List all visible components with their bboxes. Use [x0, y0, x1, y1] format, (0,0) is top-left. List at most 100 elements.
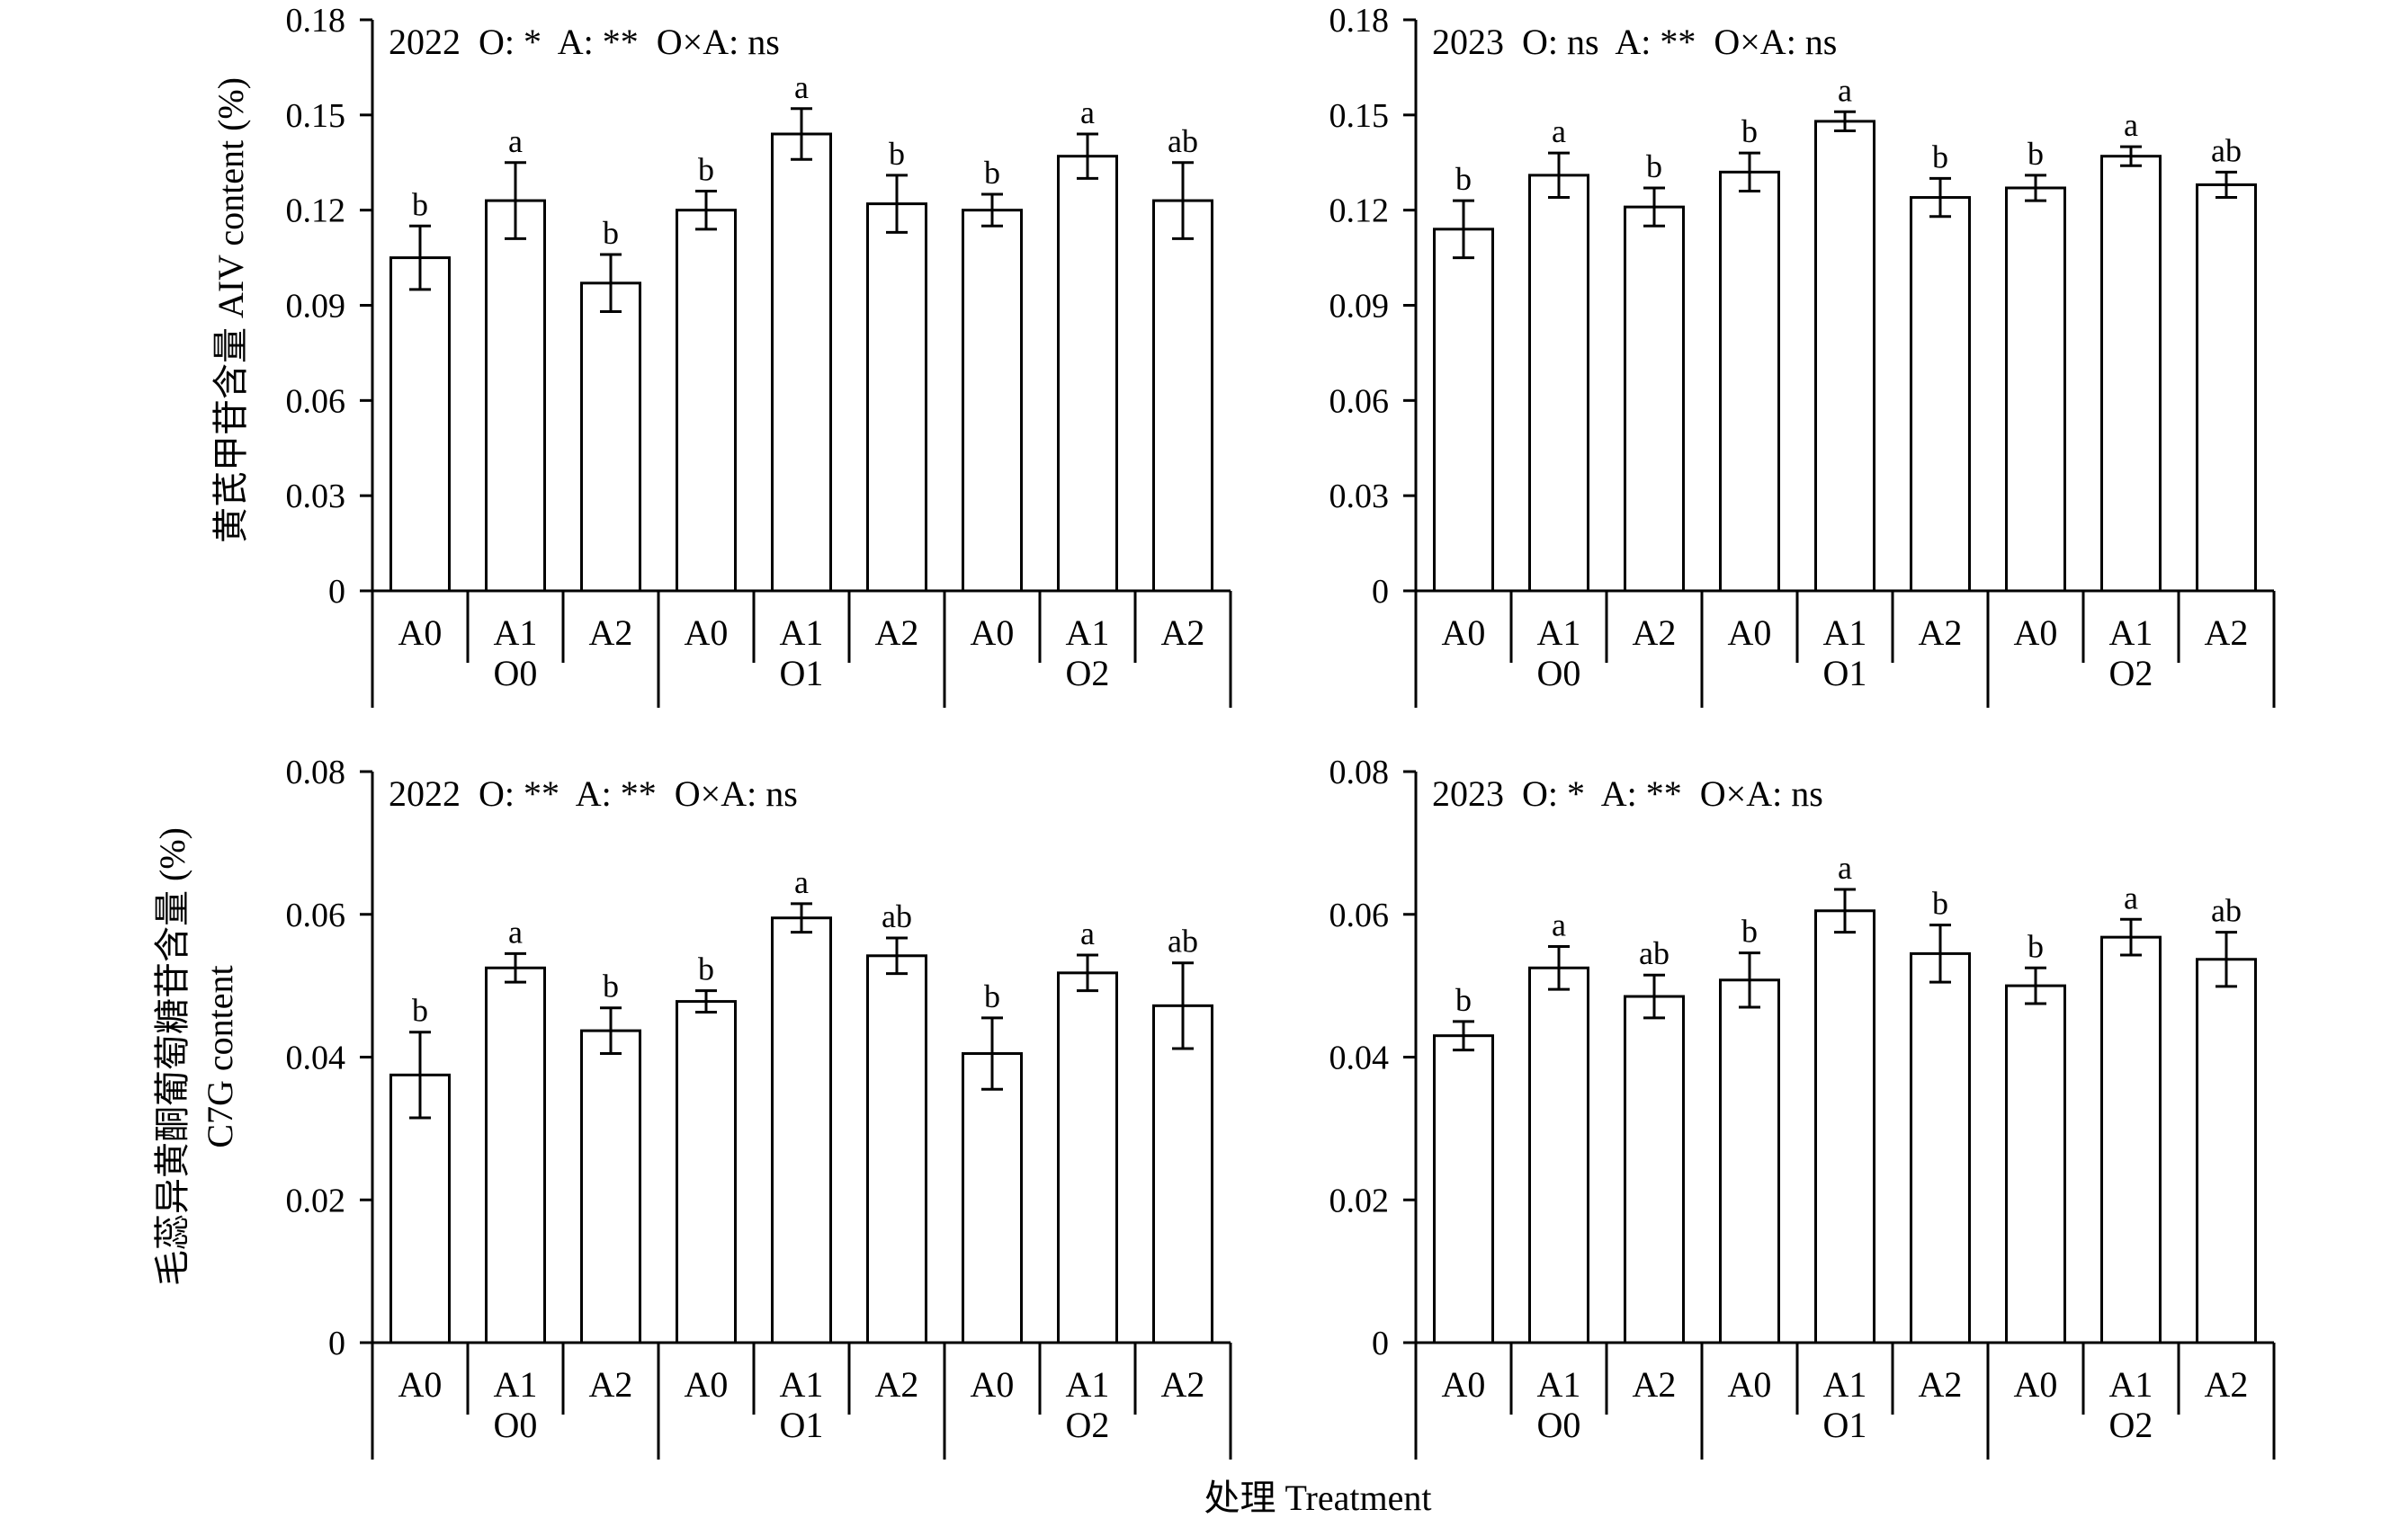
significance-letter: a [794, 864, 809, 900]
bar [2005, 984, 2066, 1344]
bar [580, 281, 641, 593]
category-label: A0 [2014, 1364, 2058, 1405]
y-axis-title-bottom-line1: 毛蕊异黄酮葡萄糖苷含量 (%) [152, 827, 192, 1286]
panel-annotation: 2022 O: ** A: ** O×A: ns [389, 773, 798, 814]
panel-2022-aiv: 0 0.03 0.06 0.09 0.12 0.15 0.18 A0 A1 A2 A0 A1 A2 A0 A… [286, 2, 1232, 708]
y-tick-label: 0.09 [286, 288, 346, 326]
significance-letter: a [2124, 880, 2138, 915]
significance-letter: b [698, 951, 714, 987]
y-tick-label: 0.04 [1329, 1040, 1390, 1077]
significance-letter: a [1838, 850, 1852, 886]
significance-letter: b [603, 215, 619, 251]
y-axis-title-top: 黄芪甲苷含量 AIV content (%) [210, 77, 251, 543]
bar [1814, 909, 1875, 1344]
bar [1057, 155, 1118, 593]
group-label: O1 [1823, 653, 1867, 693]
y-tick-label: 0.06 [286, 897, 346, 934]
bar [676, 209, 737, 593]
category-label: A0 [971, 612, 1015, 653]
y-tick-label: 0.15 [1329, 97, 1390, 135]
category-label: A2 [1919, 612, 1963, 653]
y-tick-label: 0.02 [1329, 1182, 1390, 1219]
x-axis-title: 处理 Treatment [1204, 1478, 1432, 1518]
category-label: A1 [1066, 1364, 1110, 1405]
bar [1624, 995, 1685, 1344]
bar [1719, 170, 1780, 593]
category-label: A2 [1161, 612, 1205, 653]
category-label: A1 [2109, 1364, 2153, 1405]
bar [866, 954, 927, 1344]
group-label: O0 [1537, 653, 1581, 693]
bar [1528, 174, 1589, 593]
bar [2100, 155, 2162, 593]
y-tick-label: 0.06 [1329, 382, 1390, 420]
category-label: A2 [589, 1364, 633, 1405]
significance-letter: b [1455, 982, 1472, 1018]
category-label: A1 [1537, 1364, 1581, 1405]
significance-letter: b [1646, 148, 1662, 184]
category-label: A1 [780, 1364, 824, 1405]
category-label: A0 [971, 1364, 1015, 1405]
bar [485, 966, 546, 1344]
significance-letter: b [1932, 138, 1948, 174]
category-label: A0 [1728, 612, 1772, 653]
bar [1719, 978, 1780, 1344]
bar [580, 1029, 641, 1344]
category-label: A0 [685, 612, 729, 653]
category-label: A2 [875, 1364, 919, 1405]
y-tick-label: 0.03 [286, 478, 346, 515]
significance-letter: b [603, 969, 619, 1005]
significance-letter: b [984, 978, 1000, 1014]
group-label: O1 [780, 653, 824, 693]
y-tick-label: 0.18 [286, 2, 346, 40]
panel-annotation: 2022 O: * A: ** O×A: ns [389, 22, 780, 62]
bar [389, 1073, 451, 1344]
panel-annotation: 2023 O: ns A: ** O×A: ns [1432, 22, 1837, 62]
significance-letter: a [1552, 113, 1566, 149]
bar [1433, 228, 1494, 593]
panel-2023-aiv: 0 0.03 0.06 0.09 0.12 0.15 0.18 A0 A1 A2 A0 A1 A2 A0 A… [1329, 2, 2276, 708]
significance-letter: b [698, 152, 714, 188]
y-tick-label: 0 [1372, 1325, 1389, 1362]
y-tick-label: 0.18 [1329, 2, 1390, 40]
group-label: O0 [494, 653, 538, 693]
panel-2023-c7g: 0 0.02 0.04 0.06 0.08 A0 A1 A2 A0 A1 A2 A0 A1 A2 O0 O1 O… [1329, 754, 2276, 1460]
y-tick-label: 0.03 [1329, 478, 1390, 515]
significance-letter: a [1080, 94, 1095, 130]
bar [962, 209, 1023, 593]
bar [1910, 951, 1971, 1344]
bar [1057, 971, 1118, 1344]
significance-letter: b [412, 186, 428, 222]
category-label: A1 [494, 612, 538, 653]
significance-letter: a [794, 69, 809, 105]
category-label: A0 [1728, 1364, 1772, 1405]
category-label: A1 [1537, 612, 1581, 653]
category-label: A1 [1823, 612, 1867, 653]
group-label: O2 [1066, 653, 1110, 693]
category-label: A0 [398, 612, 443, 653]
group-label: O0 [494, 1405, 538, 1445]
panel-2022-c7g: 0 0.02 0.04 0.06 0.08 A0 A1 A2 A0 A1 A2 A0 A1 A2 O0 O1 O… [286, 754, 1232, 1460]
bar [1528, 966, 1589, 1344]
bar [1624, 205, 1685, 593]
significance-letter: b [2028, 928, 2044, 964]
category-label: A0 [2014, 612, 2058, 653]
category-label: A0 [685, 1364, 729, 1405]
y-tick-label: 0 [328, 1325, 345, 1362]
bar [2005, 186, 2066, 593]
significance-letter: ab [2211, 132, 2242, 168]
y-tick-label: 0.15 [286, 97, 346, 135]
panel-annotation: 2023 O: * A: ** O×A: ns [1432, 773, 1823, 814]
significance-letter: a [1552, 906, 1566, 942]
category-label: A1 [1823, 1364, 1867, 1405]
group-label: O2 [2109, 653, 2153, 693]
significance-letter: ab [1168, 924, 1198, 960]
bar [962, 1052, 1023, 1344]
bar [676, 1000, 737, 1344]
group-label: O0 [1537, 1405, 1581, 1445]
category-label: A0 [1442, 1364, 1486, 1405]
bar [485, 199, 546, 593]
bar [1433, 1034, 1494, 1344]
y-tick-label: 0.08 [1329, 754, 1390, 791]
y-tick-label: 0.04 [286, 1040, 346, 1077]
